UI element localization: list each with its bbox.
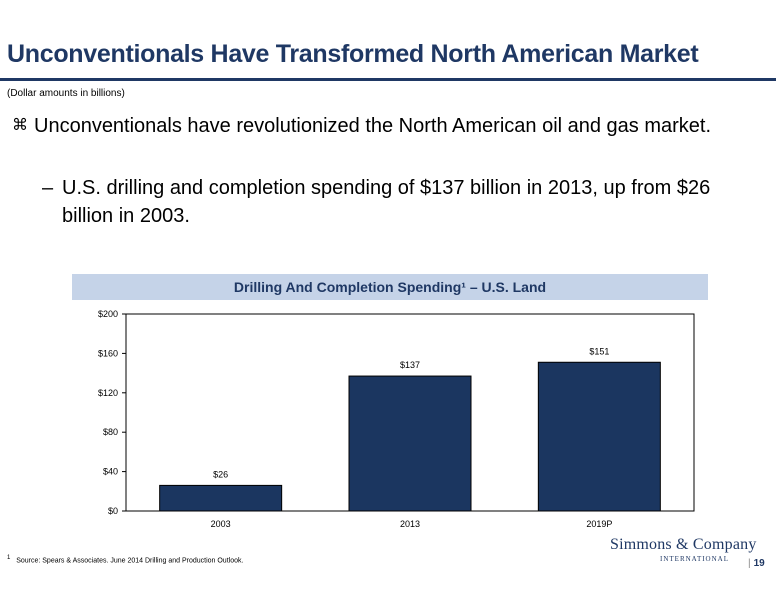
footnote: 1 Source: Spears & Associates. June 2014…: [7, 555, 243, 564]
page-number: | 19: [748, 558, 765, 569]
x-tick-label: 2003: [211, 519, 231, 529]
page-number-value: 19: [753, 558, 765, 569]
logo-sub-text: INTERNATIONAL: [660, 555, 729, 563]
units-note: (Dollar amounts in billions): [7, 88, 125, 99]
sub-bullet-marker: –: [42, 177, 54, 199]
y-tick-label: $80: [103, 427, 118, 437]
x-tick-label: 2013: [400, 519, 420, 529]
bar-value-label: $26: [213, 469, 228, 479]
bullet-marker-icon: ⌘: [12, 117, 28, 134]
y-tick-label: $40: [103, 467, 118, 477]
bar-value-label: $137: [400, 360, 420, 370]
y-tick-label: $160: [98, 348, 118, 358]
logo-main-text: Simmons & Company: [610, 536, 757, 553]
y-tick-label: $120: [98, 388, 118, 398]
page-number-divider: |: [748, 558, 751, 569]
title-divider: [0, 78, 776, 81]
y-tick-label: $0: [108, 506, 118, 516]
bar: [348, 375, 472, 512]
slide-title: Unconventionals Have Transformed North A…: [7, 40, 699, 68]
bar-value-label: $151: [589, 346, 609, 356]
bar: [537, 361, 661, 512]
footnote-mark: 1: [7, 555, 11, 561]
sub-bullet-text: U.S. drilling and completion spending of…: [62, 177, 711, 227]
y-tick-label: $200: [98, 309, 118, 319]
company-logo: Simmons & Company INTERNATIONAL: [610, 536, 776, 576]
footnote-text: Source: Spears & Associates. June 2014 D…: [16, 557, 244, 565]
bar: [159, 484, 283, 512]
chart-title: Drilling And Completion Spending¹ – U.S.…: [72, 274, 708, 300]
bullet-text: Unconventionals have revolutionized the …: [34, 115, 712, 137]
bar-chart: $0 $40 $80 $120 $160 $200 $26 2003 $137 2013 $151 2…: [98, 309, 695, 529]
x-tick-label: 2019P: [586, 519, 612, 529]
